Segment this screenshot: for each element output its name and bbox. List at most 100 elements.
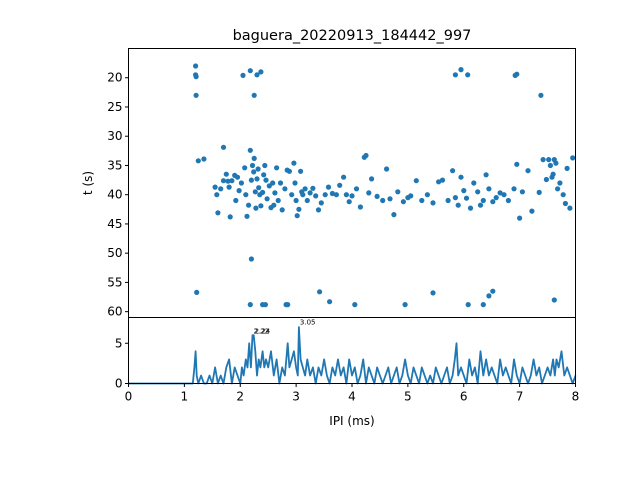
chart-title: baguera_20220913_184442_997 <box>233 28 472 44</box>
scatter-point <box>227 214 233 220</box>
scatter-point <box>560 192 566 198</box>
y-tick-label: 30 <box>107 129 122 143</box>
x-tick-label: 2 <box>236 390 244 404</box>
scatter-point <box>514 71 520 77</box>
x-axis-label: IPI (ms) <box>329 414 374 428</box>
x-tick-label: 0 <box>125 390 133 404</box>
scatter-point <box>291 160 297 166</box>
scatter-point <box>497 190 503 196</box>
scatter-point <box>251 155 257 161</box>
scatter-point <box>247 302 253 308</box>
scatter-point <box>271 202 277 208</box>
scatter-point <box>249 162 256 169</box>
y-axis-label: t (s) <box>81 171 95 195</box>
scatter-point <box>193 92 199 98</box>
scatter-point <box>264 196 270 202</box>
y-tick-label: 45 <box>107 217 122 231</box>
scatter-point <box>413 178 419 184</box>
scatter-point <box>272 190 278 196</box>
scatter-point <box>298 168 304 174</box>
scatter-point <box>424 192 430 198</box>
scatter-point <box>380 197 386 204</box>
x-tick-label: 8 <box>572 390 580 404</box>
scatter-point <box>289 192 295 198</box>
scatter-point <box>564 165 570 171</box>
scatter-point <box>247 68 253 74</box>
scatter-point <box>212 184 218 190</box>
peak-label: 2.22 <box>254 327 270 335</box>
scatter-point <box>543 176 550 183</box>
scatter-point <box>490 288 496 294</box>
scatter-point <box>304 197 310 204</box>
scatter-point <box>234 174 241 180</box>
scatter-point <box>240 72 246 78</box>
scatter-point <box>480 302 486 308</box>
scatter-point <box>430 290 436 296</box>
scatter-point <box>395 189 401 195</box>
scatter-point <box>325 184 332 190</box>
scatter-point <box>452 195 458 201</box>
x-tick-label: 7 <box>516 390 524 404</box>
scatter-point <box>553 160 559 166</box>
scatter-point <box>244 213 250 219</box>
scatter-point <box>286 168 292 174</box>
scatter-point <box>366 190 372 196</box>
scatter-point <box>220 144 227 150</box>
x-tick-label: 1 <box>181 390 189 404</box>
scatter-point <box>317 289 323 295</box>
scatter-point <box>262 302 268 308</box>
scatter-point <box>270 180 276 186</box>
scatter-point <box>337 182 343 188</box>
scatter-point <box>439 177 446 183</box>
scatter-point <box>318 200 324 206</box>
scatter-point <box>352 302 358 308</box>
scatter-point <box>483 172 489 178</box>
scatter-point <box>195 158 201 164</box>
scatter-point <box>493 195 499 201</box>
scatter-point <box>254 72 260 78</box>
y-tick-label: 60 <box>107 305 122 319</box>
scatter-point <box>223 171 229 177</box>
scatter-point <box>256 185 262 191</box>
scatter-point <box>463 195 470 201</box>
scatter-point <box>461 188 467 194</box>
y-axis-ticks-bottom: 05 <box>115 336 129 391</box>
scatter-point <box>261 172 267 178</box>
scatter-point <box>275 197 281 204</box>
scatter-point <box>477 202 484 208</box>
scatter-point <box>546 157 552 163</box>
scatter-point <box>327 299 333 305</box>
scatter-point <box>505 197 511 204</box>
scatter-point <box>263 177 269 183</box>
scatter-point <box>247 147 253 153</box>
scatter-point <box>452 72 458 78</box>
peak-label: 2.24 <box>255 327 271 335</box>
y-axis-ticks: 20 25 30 35 40 45 50 55 60 <box>107 71 129 319</box>
scatter-point <box>252 189 258 195</box>
scatter-point <box>302 186 308 192</box>
y-tick-label: 55 <box>107 275 122 289</box>
scatter-points <box>193 63 576 308</box>
scatter-point <box>349 193 355 199</box>
scatter-point <box>193 74 199 80</box>
scatter-point <box>242 165 248 171</box>
scatter-point <box>201 156 207 162</box>
scatter-point <box>322 192 328 198</box>
scatter-point <box>475 189 481 195</box>
scatter-point <box>353 186 360 192</box>
scatter-point <box>214 192 220 198</box>
scatter-point <box>471 180 477 186</box>
scatter-point <box>536 189 542 195</box>
y-tick-label: 25 <box>107 100 122 114</box>
scatter-point <box>255 166 261 172</box>
y-tick-label: 20 <box>107 71 122 85</box>
scatter-point <box>215 210 221 216</box>
scatter-point <box>251 92 257 98</box>
scatter-point <box>194 289 200 295</box>
scatter-point <box>294 213 300 219</box>
scatter-point <box>238 180 244 186</box>
scatter-point <box>333 192 339 198</box>
scatter-point <box>329 190 335 197</box>
